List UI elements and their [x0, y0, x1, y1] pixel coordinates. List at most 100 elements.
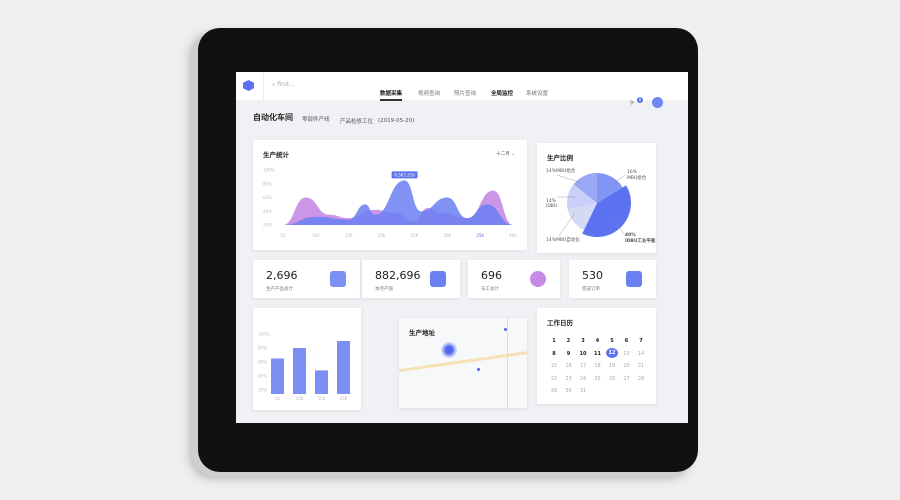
stat-card: 696 员工总计: [468, 260, 560, 298]
y-tick-label: 20%: [263, 223, 272, 228]
calendar-day[interactable]: 14: [637, 350, 645, 357]
x-tick-label: 10K: [312, 233, 320, 238]
bar: [337, 341, 350, 394]
breadcrumb-date: (2019-05-20): [378, 118, 415, 124]
stat-card: 2,696 生产产品总计: [253, 260, 360, 298]
stat-card: 530 完成订单: [569, 260, 656, 298]
y-tick-label: 40%: [263, 209, 272, 214]
notification-badge: 0: [637, 97, 643, 103]
calendar-day[interactable]: 20: [623, 363, 630, 369]
chart-window-icon: [430, 271, 446, 287]
notification-icon[interactable]: ✈: [629, 99, 635, 107]
period-dropdown[interactable]: 十二月 ⌄: [496, 152, 515, 157]
calendar-day[interactable]: 4: [595, 338, 600, 344]
search-input[interactable]: ⌕ find...: [272, 81, 295, 88]
map-pin-icon[interactable]: [477, 368, 480, 371]
calendar-day[interactable]: 23: [565, 375, 572, 382]
x-tick-label: 40K: [509, 233, 517, 238]
stat-card: 882,696 本月产值: [362, 260, 460, 298]
x-tick-label: 5K: [275, 396, 281, 401]
top-bar: [236, 72, 688, 100]
calendar-day[interactable]: 16: [565, 363, 572, 369]
calendar-day[interactable]: 6: [624, 338, 629, 344]
x-tick-label: 10K: [296, 396, 304, 401]
calendar-day[interactable]: 7: [639, 338, 643, 344]
calendar-day[interactable]: 11: [594, 350, 601, 357]
bar: [271, 358, 284, 394]
user-icon: [530, 271, 546, 287]
y-tick-label: 80%: [263, 181, 272, 186]
stat-label: 本月产值: [375, 287, 393, 292]
calendar-day[interactable]: 5: [610, 338, 614, 344]
calendar-day[interactable]: 29: [550, 388, 558, 394]
y-tick-label: 100%: [263, 168, 275, 173]
y-tick-label: 20%: [258, 388, 267, 393]
calendar-day[interactable]: 15: [550, 363, 558, 369]
location-marker-icon[interactable]: [441, 342, 457, 358]
card-title: 生产统计: [263, 151, 289, 159]
stat-value: 2,696: [266, 269, 298, 282]
y-tick-label: 40%: [258, 374, 267, 379]
calendar-day[interactable]: 19: [608, 363, 616, 369]
dashboard-screen: ⌕ find... 数据采集 视频查询 照片查询 全局监控 系统设置 ✈ 0 自…: [236, 72, 688, 423]
x-tick-label: 35K: [476, 233, 484, 238]
calendar-day[interactable]: 2: [566, 338, 571, 344]
calendar-day[interactable]: 22: [550, 375, 558, 382]
tab-settings[interactable]: 系统设置: [526, 91, 549, 97]
calendar-day[interactable]: 28: [637, 375, 645, 382]
calendar-day[interactable]: 10: [579, 350, 587, 357]
y-tick-label: 60%: [263, 195, 272, 200]
bar-chart-card: 20% 40% 60% 80% 100% 5K 10K 15K 20K: [253, 308, 361, 410]
pie-label: 14%MBU组合: [546, 169, 576, 174]
calendar-day[interactable]: 31: [579, 388, 587, 394]
x-tick-label: 5K: [280, 233, 286, 238]
calendar-day[interactable]: 26: [608, 375, 616, 382]
calendar-list-icon: [626, 271, 642, 287]
page-title: 自动化车间: [253, 113, 293, 122]
breadcrumb-station[interactable]: 产品检修工位: [340, 119, 374, 125]
card-title: 生产比例: [547, 154, 573, 162]
calendar-day[interactable]: 3: [581, 338, 585, 344]
map-pin-icon[interactable]: [504, 328, 507, 331]
breadcrumb-line[interactable]: 零部件产线: [302, 117, 330, 123]
pie-slice: [597, 173, 623, 203]
bar-chart: 20% 40% 60% 80% 100% 5K 10K 15K 20K: [258, 332, 350, 401]
avatar[interactable]: [652, 97, 663, 108]
tab-data-collect[interactable]: 数据采集: [380, 91, 403, 97]
stat-label: 生产产品总计: [266, 287, 293, 292]
calendar-day[interactable]: 27: [623, 375, 630, 382]
active-tab-indicator: [380, 99, 402, 101]
bar: [315, 370, 328, 394]
tab-photo[interactable]: 照片查询: [454, 91, 477, 97]
y-tick-label: 100%: [258, 332, 270, 337]
calendar-day[interactable]: 8: [552, 350, 556, 357]
x-tick-label: 25K: [411, 233, 419, 238]
calendar-day[interactable]: 12: [606, 347, 618, 358]
card-title: 生产地址: [409, 329, 435, 337]
calendar-day[interactable]: 21: [637, 363, 645, 369]
calendar-day[interactable]: 18: [594, 363, 601, 369]
pie-chart: [556, 173, 631, 237]
calendar-day[interactable]: 13: [623, 350, 630, 357]
calendar-day[interactable]: 9: [566, 350, 571, 357]
area-chart: 20% 40% 60% 80% 100% 5K 10K 15K 20K 25K 30K 35K 40K 6…: [263, 168, 517, 239]
tooltip: [391, 171, 418, 179]
calendar-day[interactable]: 25: [594, 375, 601, 382]
calendar-day[interactable]: 17: [579, 363, 587, 369]
production-chart-card: 生产统计 十二月 ⌄ 20% 40% 60% 80% 100% 5K 10K 15K 20K 25…: [253, 140, 527, 250]
logo-icon: [243, 80, 254, 91]
divider: [263, 72, 264, 100]
pie-label: 40% IDBU工业平板: [625, 233, 656, 244]
calendar-day[interactable]: 24: [579, 375, 587, 382]
x-tick-label: 20K: [378, 233, 386, 238]
pie-label: 16% MBU组合: [627, 170, 647, 181]
stat-label: 员工总计: [481, 287, 499, 292]
calendar-day[interactable]: 1: [552, 338, 556, 344]
tab-video[interactable]: 视频查询: [418, 91, 441, 97]
calendar-day[interactable]: 30: [565, 388, 572, 394]
stat-value: 696: [481, 269, 502, 282]
tab-monitor[interactable]: 全局监控: [491, 91, 514, 97]
pie-label: 14%MBU自动化: [546, 238, 580, 243]
map-card[interactable]: 生产地址: [399, 318, 527, 408]
pie-slice: [567, 184, 597, 210]
